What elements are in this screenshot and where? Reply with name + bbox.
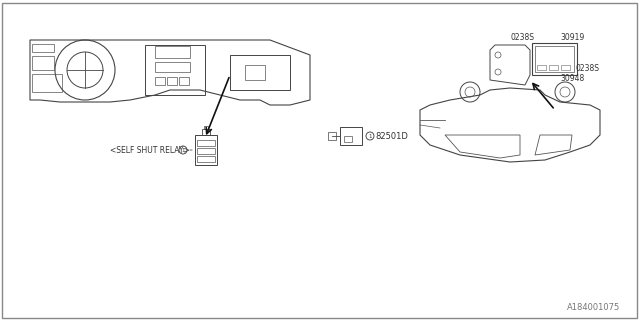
Text: 82501D: 82501D — [375, 132, 408, 140]
Text: <SELF SHUT RELAY>: <SELF SHUT RELAY> — [110, 146, 190, 155]
Text: 1: 1 — [181, 148, 185, 153]
Text: 0238S: 0238S — [575, 63, 599, 73]
Text: 1: 1 — [368, 133, 372, 139]
Text: 0238S: 0238S — [510, 33, 534, 42]
Text: A184001075: A184001075 — [567, 303, 620, 312]
Text: 30919: 30919 — [560, 33, 584, 42]
Text: 30948: 30948 — [560, 74, 584, 83]
